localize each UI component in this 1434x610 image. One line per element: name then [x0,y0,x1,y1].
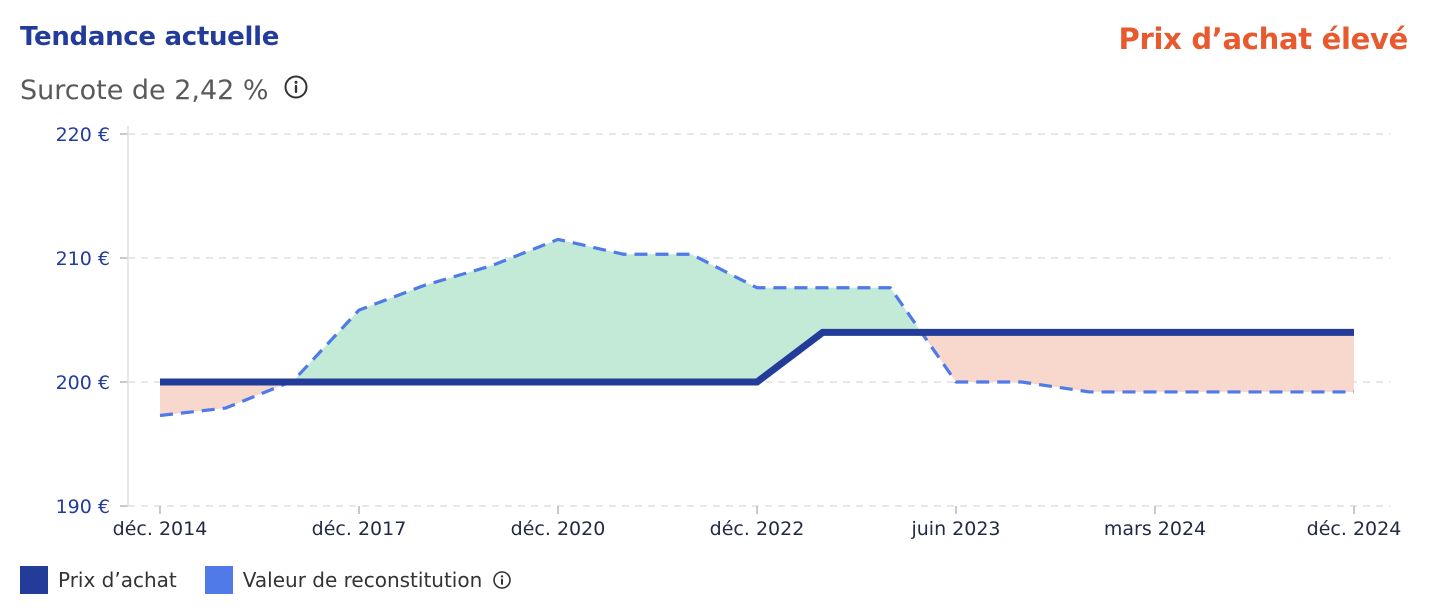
xtick-label-6: déc. 2024 [1307,518,1402,540]
legend-item-reconstitution-value[interactable]: Valeur de reconstitution [204,566,513,594]
premium-text: Surcote de 2,42 % [20,75,269,106]
ytick-label-220: 220 € [56,124,110,146]
xtick-label-0: déc. 2014 [113,518,208,540]
xtick-label-3: déc. 2022 [710,518,805,540]
area-below-purchase-0 [160,382,290,416]
premium-subtitle: Surcote de 2,42 % [20,74,309,107]
legend-swatch-reconstitution-value [204,566,233,594]
xtick-label-5: mars 2024 [1104,518,1206,540]
xtick-label-4: juin 2023 [910,518,1000,540]
chart-title: Tendance actuelle [20,22,280,52]
area-below-purchase-2 [923,332,1354,392]
legend-swatch-purchase-price [20,566,48,594]
xtick-label-2: déc. 2020 [511,518,606,540]
ytick-label-200: 200 € [56,372,110,394]
ytick-label-190: 190 € [56,496,110,518]
legend-item-purchase-price[interactable]: Prix d’achat [20,566,177,594]
xtick-label-1: déc. 2017 [312,518,407,540]
price-status-badge: Prix d’achat élevé [1118,22,1409,56]
area-above-purchase-1 [293,239,920,382]
series-line-purchase-price [160,328,1354,386]
ytick-label-210: 210 € [56,248,110,270]
legend-label-purchase-price: Prix d’achat [58,568,177,592]
info-icon[interactable] [283,74,309,107]
legend-label-reconstitution-value: Valeur de reconstitution [242,568,483,592]
series-line-reconstitution-value [159,237,1354,418]
legend-info-icon[interactable] [492,570,512,590]
chart-legend: Prix d’achat Valeur de reconstitution [20,566,512,594]
